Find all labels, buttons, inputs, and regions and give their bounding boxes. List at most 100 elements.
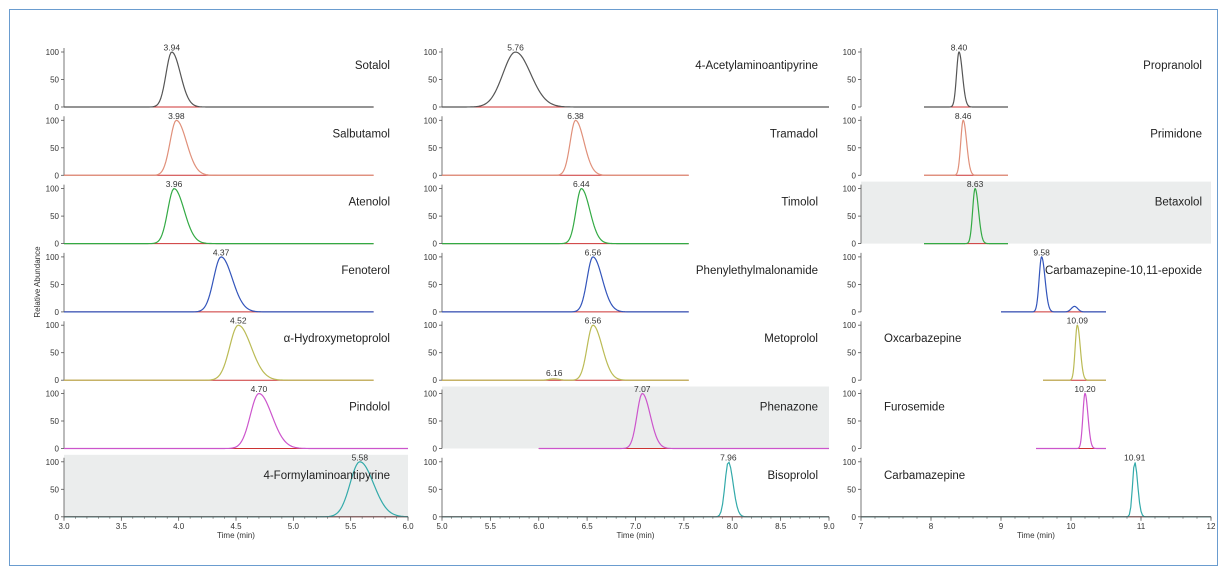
retention-time-label: 4.37 <box>213 247 230 257</box>
x-axis-title: Time (min) <box>1017 531 1055 540</box>
y-tick-label: 0 <box>433 376 438 385</box>
trace-sotalol: 0 50 100 3.94 Sotalol <box>46 43 390 113</box>
compound-label: Salbutamol <box>332 128 390 140</box>
peak-furosemide <box>1036 392 1106 450</box>
compound-label: Pindolol <box>349 402 390 414</box>
y-tick-label: 0 <box>433 308 438 317</box>
y-tick-label: 100 <box>46 390 60 399</box>
y-tick-label: 0 <box>433 513 438 522</box>
peak-primidone <box>924 119 1008 176</box>
y-tick-label: 50 <box>847 349 856 358</box>
x-tick-label: 7 <box>859 522 864 531</box>
x-axis-title: Time (min) <box>217 531 255 540</box>
peak-propranolol <box>924 51 1008 108</box>
retention-time-label: 3.96 <box>166 179 183 189</box>
y-tick-label: 50 <box>50 280 59 289</box>
compound-label: Propranolol <box>1143 60 1202 72</box>
y-tick-label: 50 <box>847 280 856 289</box>
trace-phenazone: 0 50 100 7.07 Phenazone <box>424 384 829 454</box>
x-tick-label: 4.5 <box>230 522 242 531</box>
y-tick-label: 0 <box>55 308 60 317</box>
x-tick-label: 5.5 <box>485 522 497 531</box>
y-tick-label: 50 <box>50 76 59 85</box>
y-tick-label: 0 <box>852 103 857 112</box>
trace-fenoterol: 0 50 100 4.37 Fenoterol <box>46 247 390 317</box>
x-tick-label: 3.5 <box>116 522 128 531</box>
trace-phenylethylmalonamide: 0 50 100 6.56 Phenylethylmalonamide <box>424 247 818 317</box>
compound-label: Furosemide <box>884 402 945 414</box>
y-tick-label: 100 <box>843 253 857 262</box>
y-tick-label: 50 <box>847 76 856 85</box>
retention-time-label: 7.96 <box>720 452 737 462</box>
y-tick-label: 100 <box>46 185 60 194</box>
y-tick-label: 0 <box>55 445 60 454</box>
retention-time-label: 8.40 <box>951 43 968 53</box>
minor-peak-label: 6.16 <box>546 368 563 378</box>
y-tick-label: 0 <box>852 445 857 454</box>
y-tick-label: 50 <box>50 485 59 494</box>
trace-propranolol: 0 50 100 8.40 Propranolol <box>843 43 1202 113</box>
peak-timolol <box>442 188 689 245</box>
x-tick-label: 6.0 <box>533 522 545 531</box>
retention-time-label: 6.56 <box>585 247 602 257</box>
peak-atenolol <box>64 188 374 245</box>
retention-time-label: 5.58 <box>352 452 369 462</box>
y-tick-label: 100 <box>46 116 60 125</box>
y-tick-label: 0 <box>433 171 438 180</box>
retention-time-label: 3.98 <box>168 111 185 121</box>
y-tick-label: 50 <box>50 212 59 221</box>
x-tick-label: 12 <box>1207 522 1216 531</box>
x-tick-label: 10 <box>1067 522 1076 531</box>
y-tick-label: 100 <box>424 390 438 399</box>
retention-time-label: 10.09 <box>1067 316 1089 326</box>
compound-label: Phenylethylmalonamide <box>696 265 818 277</box>
y-tick-label: 50 <box>847 144 856 153</box>
peak-sotalol <box>64 51 374 108</box>
y-tick-label: 50 <box>428 349 437 358</box>
y-tick-label: 100 <box>46 321 60 330</box>
trace-4-acetylaminoantipyrine: 0 50 100 5.76 4-Acetylaminoantipyrine <box>424 43 829 112</box>
y-tick-label: 0 <box>852 240 857 249</box>
compound-label: Tramadol <box>770 128 818 140</box>
panel-middle: 0 50 100 5.76 4-Acetylaminoantipyrine 0 50 100 6… <box>424 43 835 540</box>
retention-time-label: 10.20 <box>1074 384 1096 394</box>
compound-label: 4-Acetylaminoantipyrine <box>695 60 818 72</box>
y-tick-label: 50 <box>428 417 437 426</box>
compound-label: Phenazone <box>760 402 818 414</box>
trace-tramadol: 0 50 100 6.38 Tramadol <box>424 111 818 181</box>
compound-label: Carbamazepine-10,11-epoxide <box>1045 265 1202 277</box>
trace-carbamazepine: 0 50 100 10.91 Carbamazepine <box>843 452 1211 522</box>
y-tick-label: 100 <box>46 253 60 262</box>
trace-metoprolol: 0 50 100 6.56 6.16 Metoprolol <box>424 316 818 386</box>
trace-primidone: 0 50 100 8.46 Primidone <box>843 111 1202 181</box>
x-tick-label: 8.0 <box>727 522 739 531</box>
y-tick-label: 100 <box>843 458 857 467</box>
y-tick-label: 100 <box>46 48 60 57</box>
x-tick-label: 3.0 <box>58 522 70 531</box>
trace-timolol: 0 50 100 6.44 Timolol <box>424 179 818 249</box>
peak-metoprolol <box>442 324 689 381</box>
trace-salbutamol: 0 50 100 3.98 Salbutamol <box>46 111 390 181</box>
compound-label: Betaxolol <box>1155 197 1202 209</box>
peak-4-acetylaminoantipyrine <box>442 51 829 108</box>
y-tick-label: 0 <box>55 376 60 385</box>
y-tick-label: 50 <box>428 280 437 289</box>
y-axis-title: Relative Abundance <box>33 246 42 318</box>
x-tick-label: 9 <box>999 522 1004 531</box>
trace-betaxolol: 0 50 100 8.63 Betaxolol <box>843 179 1211 249</box>
y-tick-label: 50 <box>428 485 437 494</box>
y-tick-label: 0 <box>55 240 60 249</box>
x-tick-label: 8.5 <box>775 522 787 531</box>
y-tick-label: 50 <box>847 417 856 426</box>
retention-time-label: 6.56 <box>585 316 602 326</box>
retention-time-label: 3.94 <box>164 43 181 53</box>
retention-time-label: 5.76 <box>507 43 524 53</box>
y-tick-label: 50 <box>428 212 437 221</box>
retention-time-label: 10.91 <box>1124 452 1146 462</box>
x-axis-title: Time (min) <box>617 531 655 540</box>
shaded-region <box>861 181 1211 244</box>
compound-label: Primidone <box>1150 128 1202 140</box>
y-tick-label: 50 <box>847 212 856 221</box>
